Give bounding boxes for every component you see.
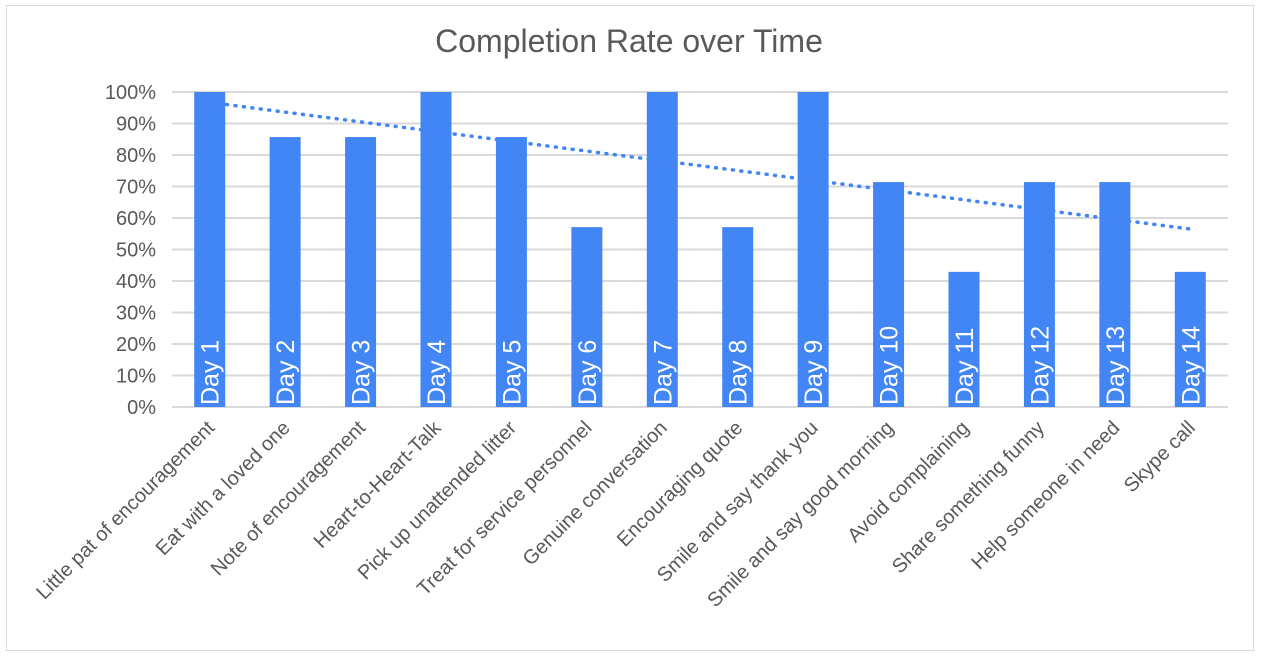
bar-day-label: Day 3 <box>348 340 376 405</box>
gridlines <box>172 91 1228 408</box>
bar <box>646 92 678 407</box>
y-tick-label: 40% <box>116 271 156 293</box>
bars <box>194 92 1206 408</box>
bar-day-labels: Day 1 Day 2 Day 3 Day 4 Day 5 Day 6 Day 7 Day 8… <box>197 326 1206 405</box>
y-axis-tick-labels: 0% 10% 20% 30% 40% 50% 60% 70% 80% 90% 100% <box>105 82 156 419</box>
bar <box>1023 182 1055 407</box>
y-tick-label: 50% <box>116 240 156 262</box>
x-tick-label: Encouraging quote <box>613 417 747 551</box>
bar <box>495 137 527 408</box>
bar-day-label: Day 14 <box>1177 326 1205 405</box>
x-tick-label: Heart-to-Heart-Talk <box>310 416 446 552</box>
bar <box>345 137 377 408</box>
bar <box>1174 271 1206 407</box>
y-tick-label: 20% <box>116 334 156 356</box>
x-tick-label: Help someone in need <box>967 417 1124 574</box>
bar-day-label: Day 2 <box>272 340 300 405</box>
bar <box>873 182 905 407</box>
y-tick-label: 70% <box>116 177 156 199</box>
bar-day-label: Day 8 <box>725 340 753 405</box>
chart-title: Completion Rate over Time <box>435 23 823 59</box>
y-tick-label: 60% <box>116 208 156 230</box>
bar-day-label: Day 13 <box>1102 326 1130 405</box>
x-tick-label: Share something funny <box>888 417 1049 578</box>
y-tick-label: 10% <box>116 366 156 388</box>
bar-day-label: Day 10 <box>876 326 904 405</box>
y-tick-label: 80% <box>116 145 156 167</box>
trendline-layer <box>207 100 1193 231</box>
bar <box>948 271 980 407</box>
bar <box>420 92 452 407</box>
trendline <box>207 100 1193 231</box>
bar <box>722 227 754 407</box>
bar <box>269 137 301 408</box>
y-tick-label: 100% <box>105 82 156 104</box>
bar-day-label: Day 1 <box>197 340 225 405</box>
bar <box>571 227 603 407</box>
bar <box>194 92 226 407</box>
y-tick-label: 0% <box>127 397 156 419</box>
bar-day-label: Day 9 <box>800 340 828 405</box>
x-tick-label: Skype call <box>1120 417 1200 497</box>
y-tick-label: 90% <box>116 114 156 136</box>
bar <box>797 92 829 407</box>
bar-day-label: Day 12 <box>1026 326 1054 405</box>
x-tick-label: Note of encouragement <box>207 417 371 581</box>
bar-day-label: Day 4 <box>423 340 451 405</box>
bar-day-label: Day 5 <box>498 340 526 405</box>
x-tick-label: Eat with a loved one <box>152 417 295 560</box>
bar-day-label: Day 11 <box>951 328 979 405</box>
bar-day-label: Day 6 <box>574 340 602 405</box>
y-tick-label: 30% <box>116 303 156 325</box>
bar-day-label: Day 7 <box>649 340 677 405</box>
x-tick-label: Genuine conversation <box>519 417 672 570</box>
